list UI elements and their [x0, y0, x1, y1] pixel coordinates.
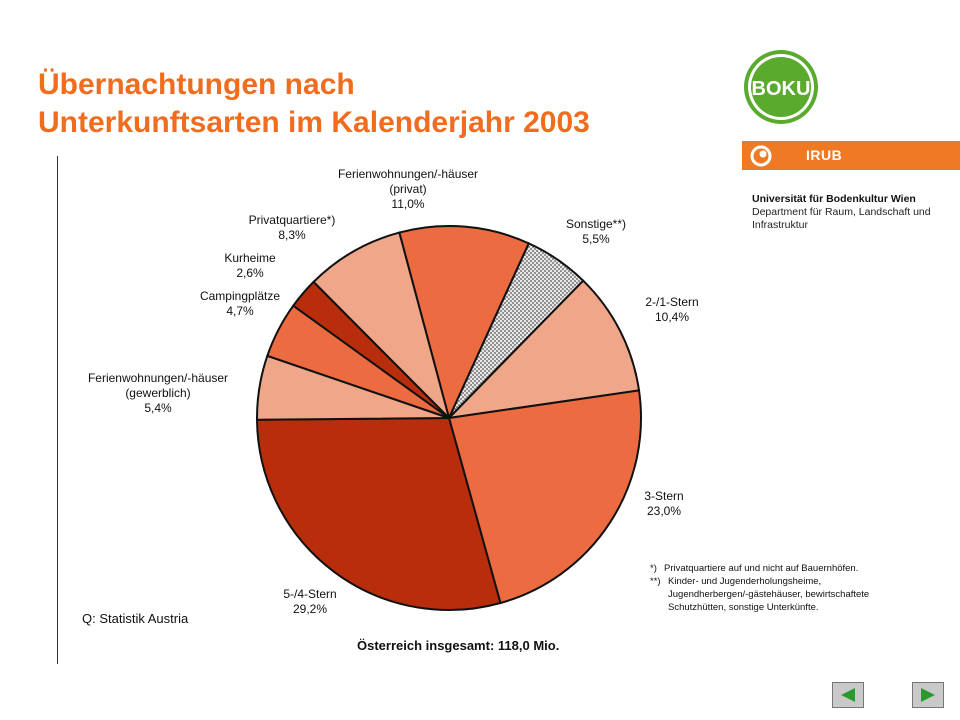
university-name: Universität für Bodenkultur Wien: [752, 193, 916, 205]
footnote-2: **) Kinder- und Jugenderholungsheime, Ju…: [650, 575, 870, 614]
slice-label-6-line-1: 4,7%: [226, 304, 254, 318]
slice-label-7-line-1: 2,6%: [236, 266, 264, 280]
slice-label-5-line-2: 5,4%: [144, 401, 172, 415]
slice-label-7-line-0: Kurheime: [224, 251, 276, 265]
divider-line: [57, 156, 58, 664]
pie-slice-4: [255, 416, 502, 611]
footnote-1-mark: *): [650, 563, 657, 574]
slice-label-1: Sonstige**) 5,5%: [566, 217, 626, 246]
slide-title-line1: Übernachtungen nach: [38, 68, 355, 101]
footnote-1: *) Privatquartiere auf und nicht auf Bau…: [650, 562, 870, 575]
slice-label-6: Campingplätze 4,7%: [200, 289, 280, 318]
slide-title-line2: Unterkunftsarten im Kalenderjahr 2003: [38, 106, 590, 139]
slice-label-4-line-0: 5-/4-Stern: [283, 587, 336, 601]
slice-label-5-line-1: (gewerblich): [125, 386, 190, 400]
slice-label-3-line-1: 23,0%: [647, 504, 681, 518]
boku-logo-text: BOKU: [752, 78, 811, 100]
slice-label-2: 2-/1-Stern 10,4%: [645, 295, 698, 324]
slide-title: Übernachtungen nach Unterkunftsarten im …: [38, 66, 738, 142]
pie-slice-2: [446, 279, 641, 420]
slice-label-7: Kurheime 2,6%: [224, 251, 276, 280]
slice-label-4-line-1: 29,2%: [293, 602, 327, 616]
slice-label-0-line-1: (privat): [389, 182, 426, 196]
slice-label-2-line-1: 10,4%: [655, 310, 689, 324]
slice-label-0: Ferienwohnungen/-häuser (privat) 11,0%: [338, 167, 478, 211]
slice-label-2-line-0: 2-/1-Stern: [645, 295, 698, 309]
slice-label-1-line-1: 5,5%: [582, 232, 610, 246]
footnote-1-text: Privatquartiere auf und nicht auf Bauern…: [664, 563, 859, 574]
irub-label: IRUB: [806, 147, 843, 163]
slice-label-3-line-0: 3-Stern: [644, 489, 683, 503]
chart-total: Österreich insgesamt: 118,0 Mio.: [357, 638, 560, 653]
slice-label-8-line-1: 8,3%: [278, 228, 306, 242]
irub-bar: IRUB: [742, 141, 960, 170]
slice-label-0-line-2: 11,0%: [391, 197, 424, 211]
slice-label-3: 3-Stern 23,0%: [644, 489, 683, 518]
slice-label-5-line-0: Ferienwohnungen/-häuser: [88, 371, 228, 385]
department-name: Department für Raum, Landschaft und Infr…: [752, 206, 931, 231]
previous-slide-button[interactable]: [832, 682, 864, 708]
slice-label-5: Ferienwohnungen/-häuser (gewerblich) 5,4%: [88, 371, 228, 415]
slice-label-1-line-0: Sonstige**): [566, 217, 626, 231]
pie-slice-0: [398, 225, 531, 421]
pie-chart: Ferienwohnungen/-häuser (privat) 11,0%Sons…: [88, 167, 699, 616]
slice-label-8-line-0: Privatquartiere*): [249, 213, 336, 227]
slice-label-0-line-0: Ferienwohnungen/-häuser: [338, 167, 478, 181]
slice-label-8: Privatquartiere*) 8,3%: [249, 213, 336, 242]
irub-leaf-icon: [750, 145, 772, 167]
boku-logo: BOKU: [744, 50, 818, 124]
triangle-left-icon: [841, 688, 855, 702]
chart-source: Q: Statistik Austria: [82, 611, 189, 626]
triangle-right-icon: [921, 688, 935, 702]
pie-slice-3: [447, 389, 642, 605]
slice-label-6-line-0: Campingplätze: [200, 289, 280, 303]
next-slide-button[interactable]: [912, 682, 944, 708]
footnotes: *) Privatquartiere auf und nicht auf Bau…: [650, 562, 870, 614]
pie-slice-8: [312, 231, 451, 422]
slice-label-4: 5-/4-Stern 29,2%: [283, 587, 336, 616]
footnote-2-text: Kinder- und Jugenderholungsheime, Jugend…: [668, 576, 870, 613]
footnote-2-mark: **): [650, 576, 661, 587]
